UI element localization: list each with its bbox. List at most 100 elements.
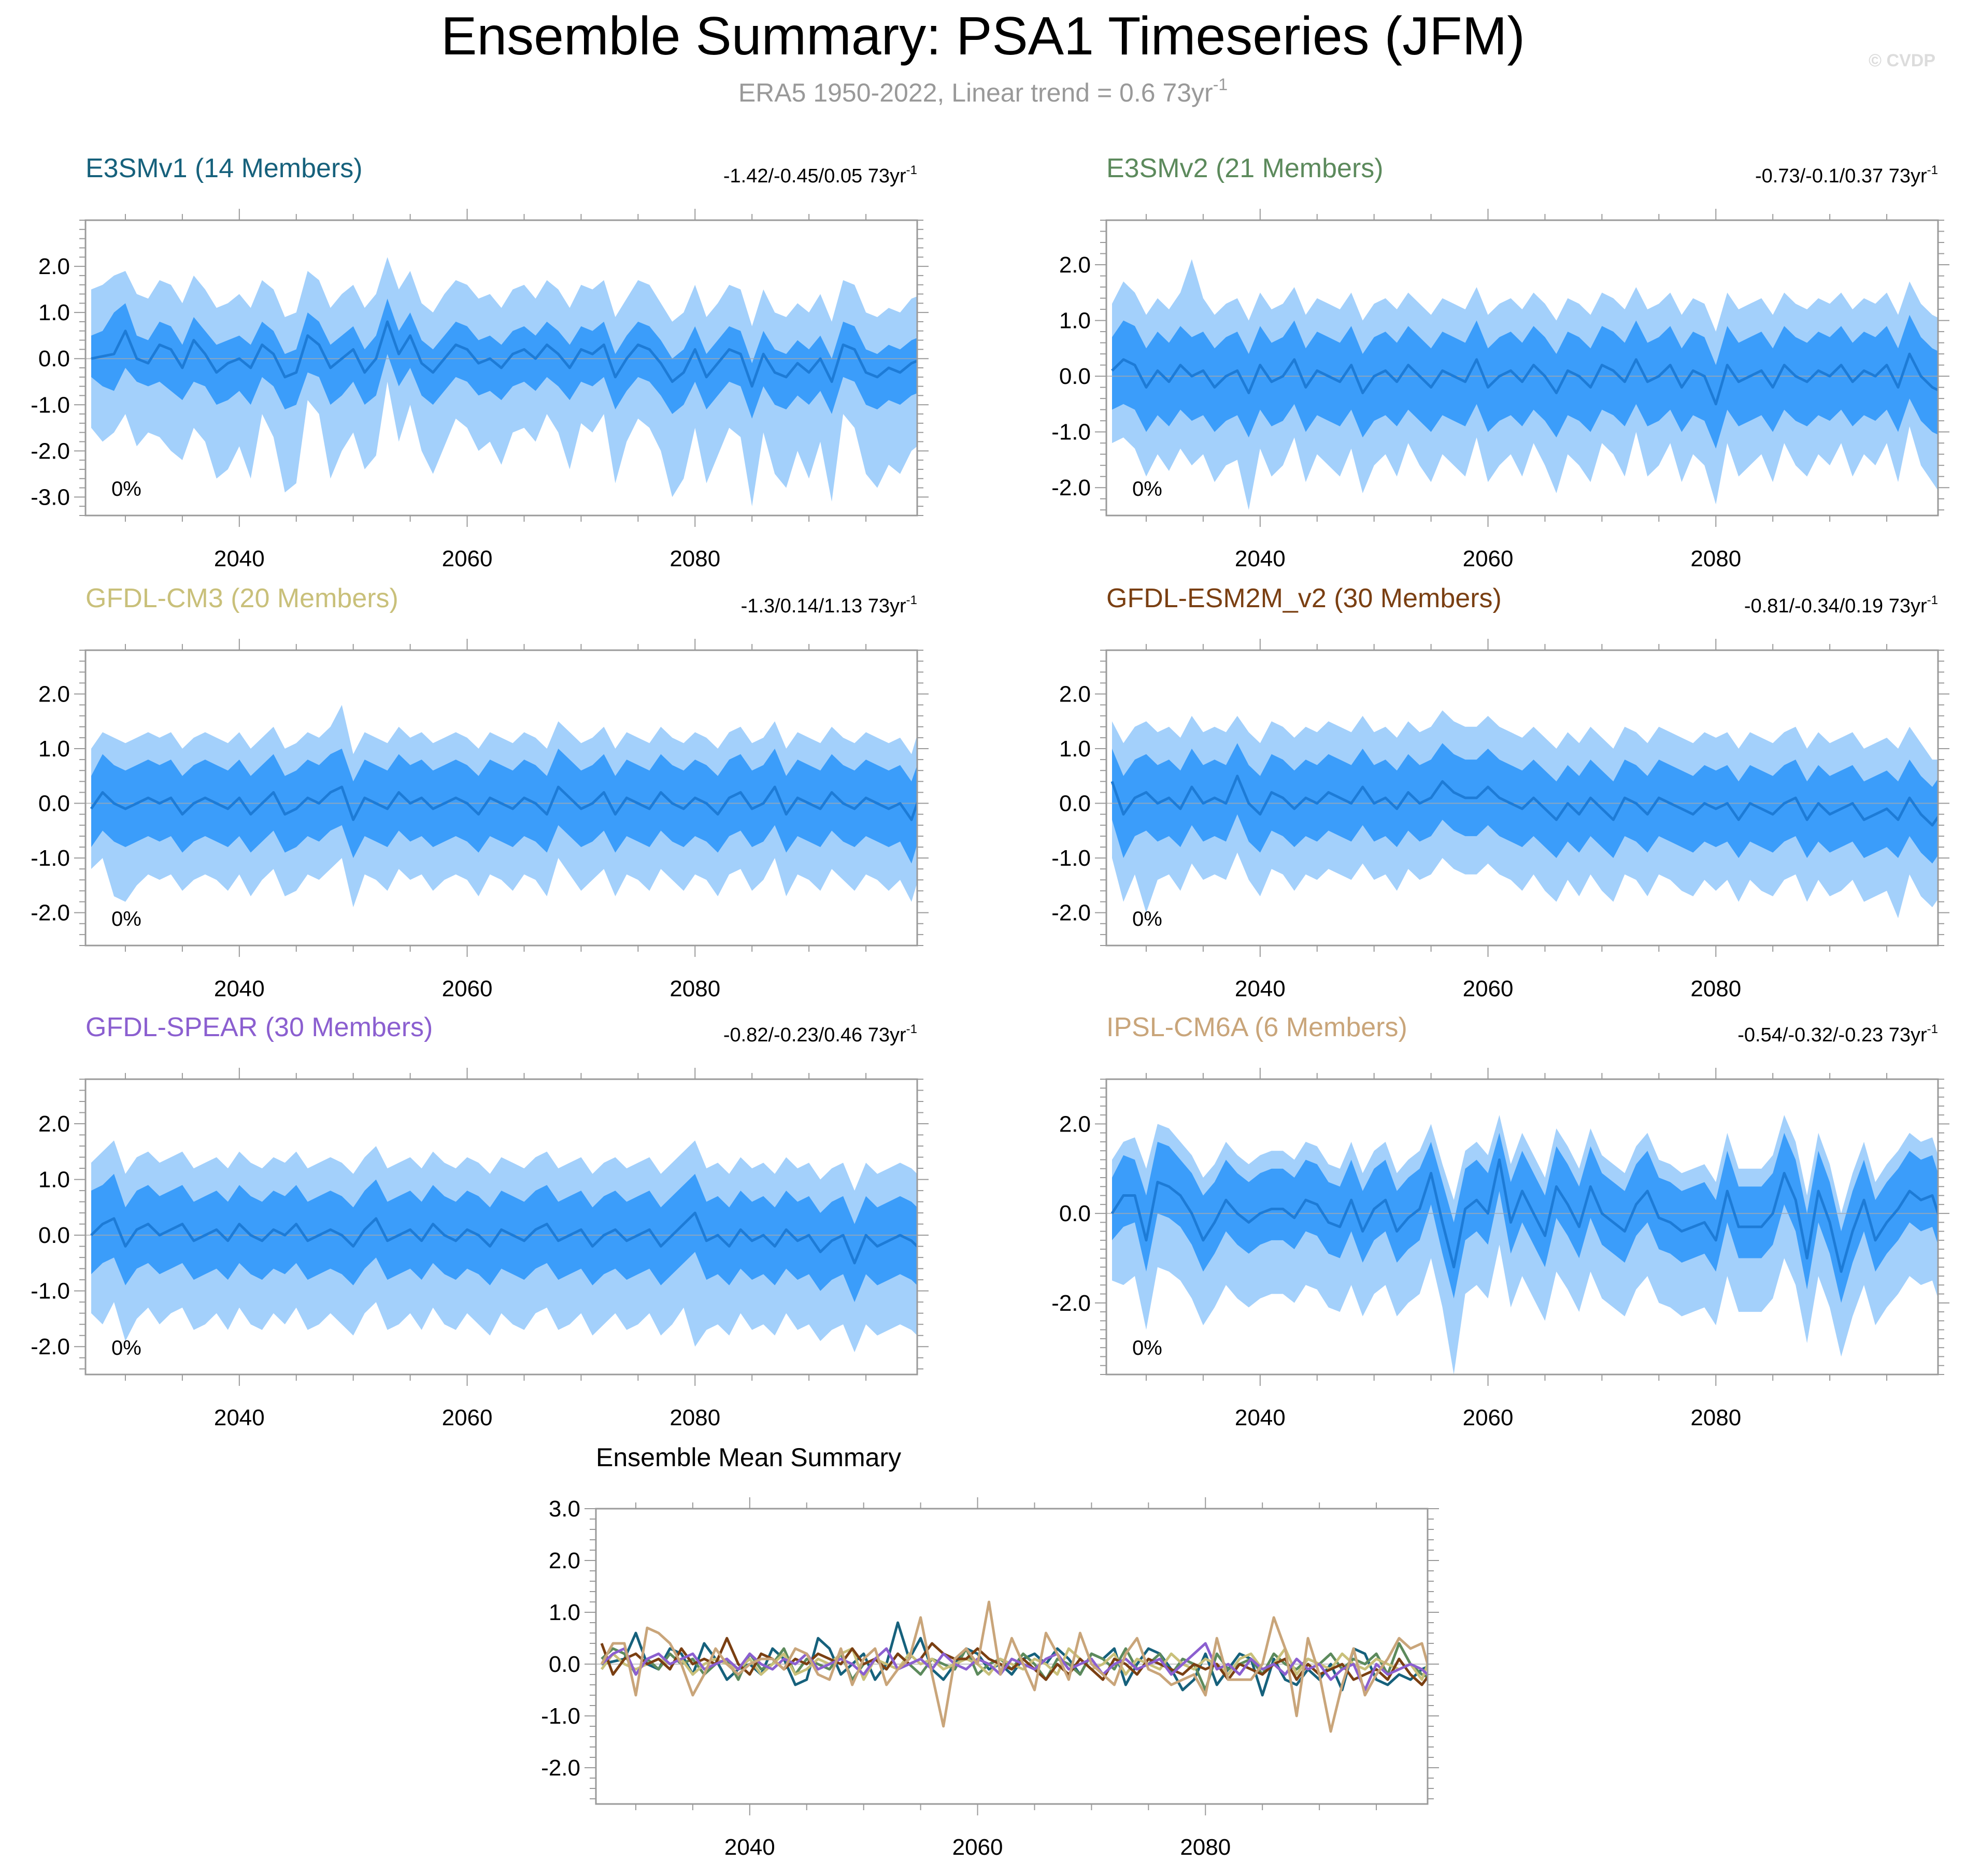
trend-sup: -1 xyxy=(1927,593,1938,607)
y-axis: 2.0 0.0 -2.0 xyxy=(1051,1079,1949,1375)
x-tick-label: 2060 xyxy=(442,1405,493,1430)
panel-6: IPSL-CM6A (6 Members) -0.54/-0.32/-0.23 7… xyxy=(1051,1012,1949,1430)
panel-trend-label: -0.73/-0.1/0.37 73yr-1 xyxy=(1755,163,1938,187)
trend-sup: -1 xyxy=(906,163,917,177)
x-tick-label: 2040 xyxy=(214,976,265,1001)
y-tick-label: 0.0 xyxy=(38,1223,70,1248)
band-inner-range xyxy=(91,1173,917,1302)
y-tick-label: 0.0 xyxy=(38,791,70,817)
y-tick-label: 0.0 xyxy=(1059,791,1091,817)
charts-container: E3SMv1 (14 Members) -1.42/-0.45/0.05 73yr… xyxy=(31,153,1949,1860)
x-tick-label: 2080 xyxy=(1180,1835,1231,1860)
band-inner-range xyxy=(1112,314,1938,449)
y-tick-label: -1.0 xyxy=(1051,420,1091,445)
x-axis: 2040 2060 2080 xyxy=(1145,209,1888,571)
ensemble-mean-line xyxy=(91,320,917,388)
figure-subtitle-main: ERA5 1950-2022, Linear trend = 0.6 73yr xyxy=(738,78,1213,107)
x-tick-label: 2080 xyxy=(1690,1405,1741,1430)
plot-frame xyxy=(1105,1078,1939,1376)
y-tick-label: 2.0 xyxy=(38,1111,70,1137)
y-tick-label: -2.0 xyxy=(1051,475,1091,500)
y-tick-label: -1.0 xyxy=(1051,846,1091,871)
x-tick-label: 2080 xyxy=(1690,976,1741,1001)
trend-text: -0.73/-0.1/0.37 73yr xyxy=(1755,165,1927,187)
y-axis: 2.0 1.0 0.0 -1.0 -2.0 xyxy=(31,1079,929,1370)
y-tick-label: 2.0 xyxy=(1059,1111,1091,1137)
x-tick-label: 2060 xyxy=(442,546,493,571)
panel-title: GFDL-CM3 (20 Members) xyxy=(86,583,398,613)
x-tick-label: 2060 xyxy=(952,1835,1003,1860)
x-tick-label: 2060 xyxy=(1463,1405,1514,1430)
y-tick-label: -1.0 xyxy=(31,1279,70,1304)
ensemble-mean-line xyxy=(1111,352,1938,406)
y-tick-label: 1.0 xyxy=(38,736,70,762)
series-line-ipsl-cm6a xyxy=(600,1600,1428,1733)
y-tick-label: -1.0 xyxy=(541,1703,580,1729)
ensemble-mean-line xyxy=(90,1211,917,1265)
y-tick-label: -1.0 xyxy=(31,392,70,418)
y-axis: 2.0 1.0 0.0 -1.0 -2.0 xyxy=(31,650,929,946)
x-axis: 2040 2060 2080 xyxy=(1145,1068,1888,1430)
x-tick-label: 2040 xyxy=(724,1835,775,1860)
panel-3: GFDL-CM3 (20 Members) -1.3/0.14/1.13 73yr… xyxy=(31,583,929,1001)
plot-frame xyxy=(84,1078,918,1376)
y-tick-label: 1.0 xyxy=(38,300,70,325)
percent-label: 0% xyxy=(111,1337,141,1359)
y-tick-label: -3.0 xyxy=(31,484,70,510)
x-tick-label: 2060 xyxy=(1463,546,1514,571)
trend-sup: -1 xyxy=(906,593,917,607)
percent-label: 0% xyxy=(111,478,141,500)
x-axis: 2040 2060 2080 xyxy=(124,639,867,1001)
plot-frame xyxy=(1105,219,1939,517)
panel-title: GFDL-ESM2M_v2 (30 Members) xyxy=(1106,583,1502,613)
y-axis: 3.0 2.0 1.0 0.0 -1.0 -2.0 xyxy=(541,1496,1439,1799)
x-tick-label: 2080 xyxy=(669,1405,720,1430)
y-tick-label: 2.0 xyxy=(1059,681,1091,707)
y-tick-label: 1.0 xyxy=(549,1600,580,1625)
y-tick-label: 0.0 xyxy=(38,346,70,371)
plot-area xyxy=(1106,1115,1938,1374)
percent-label: 0% xyxy=(1132,908,1162,930)
x-axis: 2040 2060 2080 xyxy=(124,209,867,571)
y-tick-label: -2.0 xyxy=(1051,900,1091,926)
y-tick-label: 2.0 xyxy=(38,681,70,707)
x-tick-label: 2040 xyxy=(214,546,265,571)
panel-title: E3SMv1 (14 Members) xyxy=(86,153,363,183)
y-axis: 2.0 1.0 0.0 -1.0 -2.0 xyxy=(1051,650,1949,946)
y-tick-label: 3.0 xyxy=(549,1496,580,1522)
trend-text: -1.3/0.14/1.13 73yr xyxy=(741,595,906,617)
plot-area xyxy=(86,257,917,507)
figure-subtitle: ERA5 1950-2022, Linear trend = 0.6 73yr-… xyxy=(738,75,1228,107)
plot-area xyxy=(1106,710,1938,919)
x-tick-label: 2040 xyxy=(214,1405,265,1430)
y-tick-label: 1.0 xyxy=(1059,736,1091,762)
trend-sup: -1 xyxy=(1927,163,1938,177)
trend-text: -0.82/-0.23/0.46 73yr xyxy=(723,1024,906,1046)
x-tick-label: 2040 xyxy=(1235,546,1286,571)
figure-title: Ensemble Summary: PSA1 Timeseries (JFM) xyxy=(441,6,1525,66)
x-tick-label: 2080 xyxy=(669,546,720,571)
panel-title: Ensemble Mean Summary xyxy=(596,1443,901,1472)
y-tick-label: -1.0 xyxy=(31,846,70,871)
series-line-gfdl-spear xyxy=(601,1642,1428,1692)
x-tick-label: 2060 xyxy=(442,976,493,1001)
x-tick-label: 2080 xyxy=(669,976,720,1001)
x-tick-label: 2080 xyxy=(1690,546,1741,571)
x-tick-label: 2040 xyxy=(1235,1405,1286,1430)
percent-label: 0% xyxy=(111,908,141,930)
y-tick-label: 1.0 xyxy=(38,1167,70,1193)
y-tick-label: 2.0 xyxy=(38,254,70,279)
plot-frame xyxy=(1105,649,1939,947)
ensemble-mean-line xyxy=(90,785,917,821)
band-inner-range xyxy=(1112,1133,1938,1303)
panel-trend-label: -0.81/-0.34/0.19 73yr-1 xyxy=(1744,593,1938,617)
plot-area xyxy=(86,1140,917,1352)
y-tick-label: -2.0 xyxy=(31,1334,70,1359)
trend-text: -0.54/-0.32/-0.23 73yr xyxy=(1737,1024,1927,1046)
y-axis: 2.0 1.0 0.0 -1.0 -2.0 xyxy=(1051,220,1949,511)
ensemble-mean-line xyxy=(1110,1158,1938,1273)
panel-ensemble-mean-summary: Ensemble Mean Summary 3.0 2.0 1.0 0.0 -1.0 -2.… xyxy=(541,1443,1439,1860)
y-tick-label: -2.0 xyxy=(31,900,70,926)
